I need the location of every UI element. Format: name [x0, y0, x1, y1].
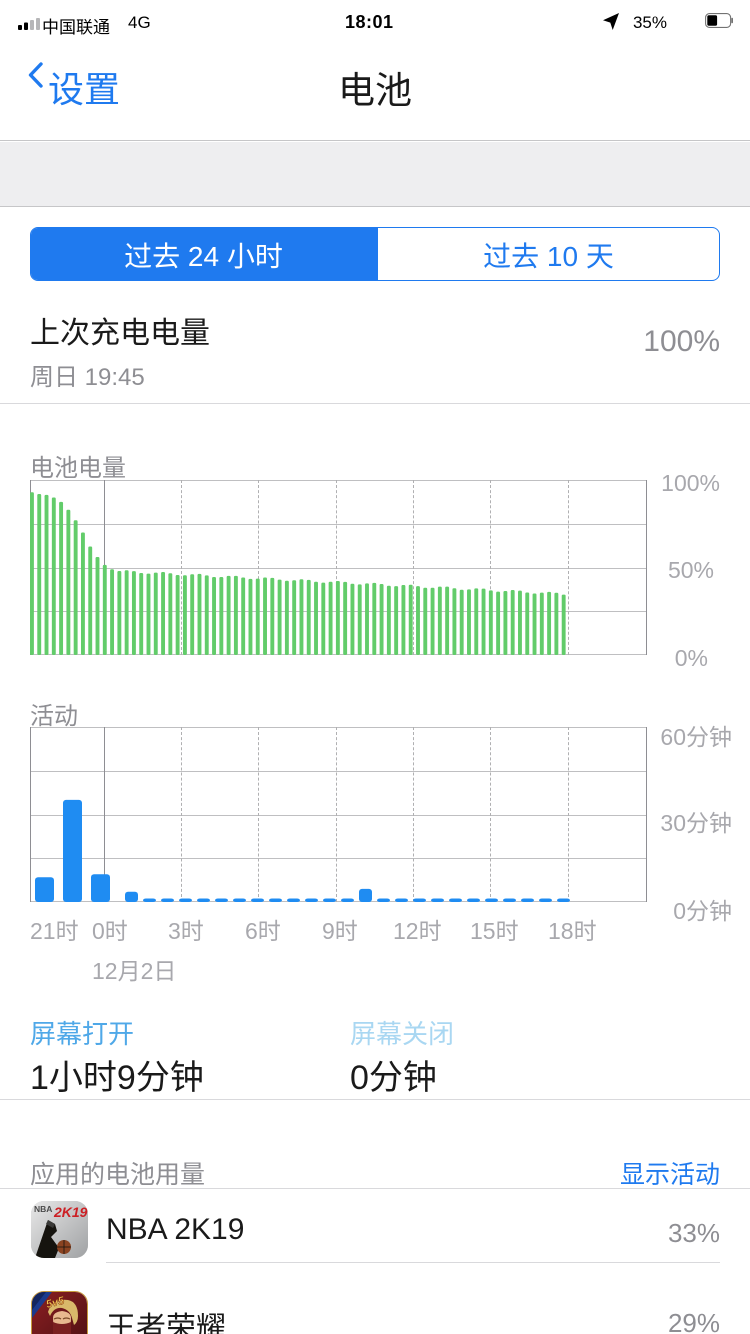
svg-text:NBA: NBA	[34, 1204, 52, 1214]
svg-text:2K19: 2K19	[53, 1204, 88, 1220]
